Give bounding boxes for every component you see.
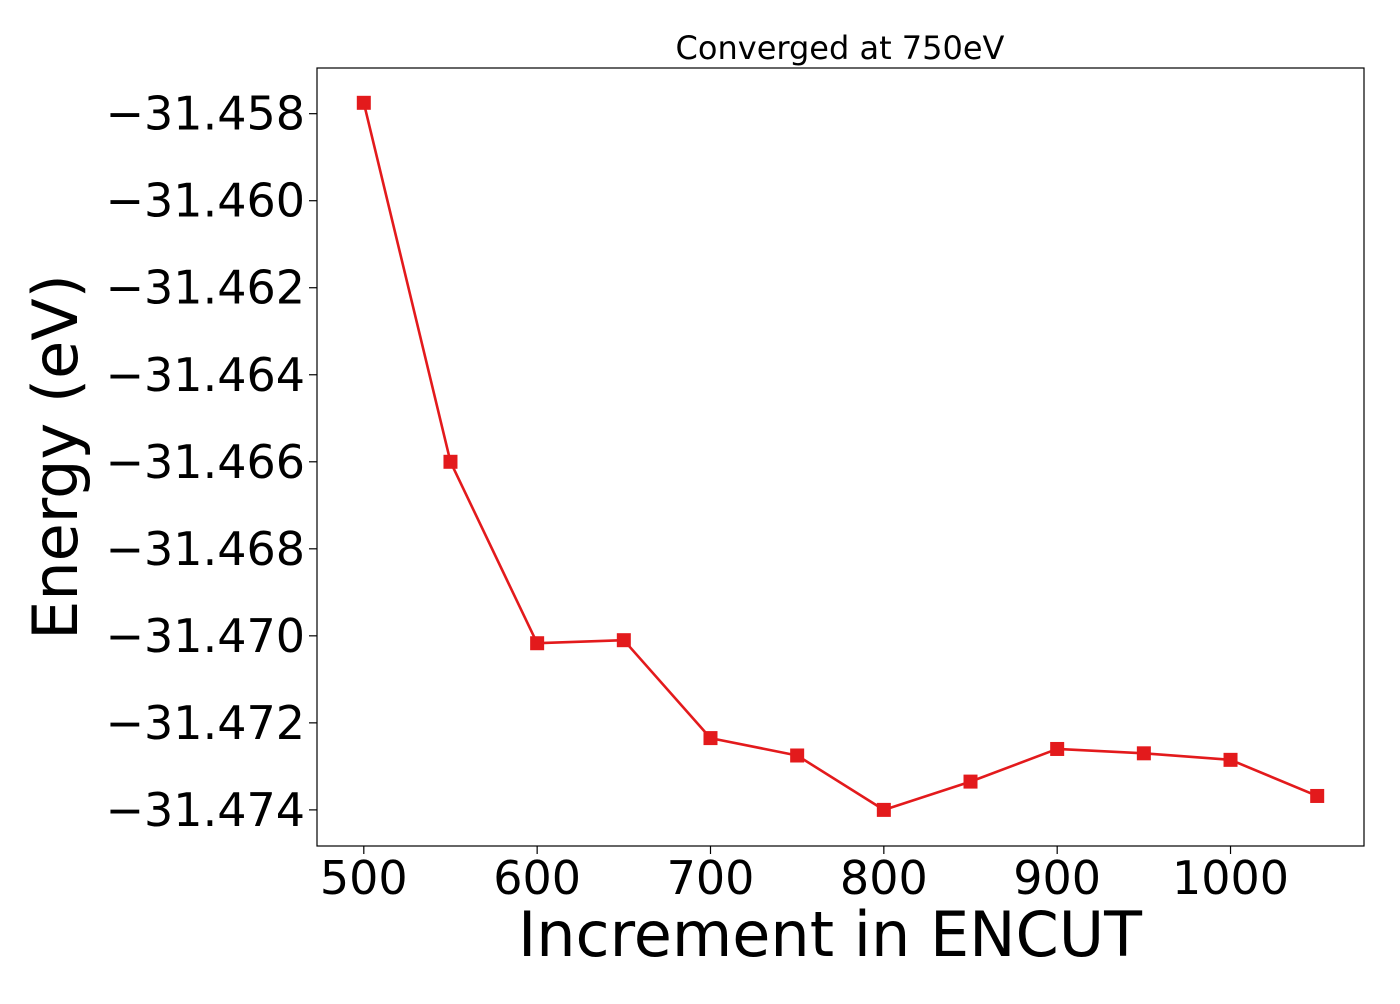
data-point-marker <box>963 774 978 789</box>
data-point-marker <box>443 454 458 469</box>
plot-background <box>317 68 1364 846</box>
y-tick-label: −31.470 <box>106 609 306 663</box>
y-tick-label: −31.460 <box>106 174 306 228</box>
x-tick-label: 800 <box>840 851 928 905</box>
y-tick-label: −31.468 <box>106 522 306 576</box>
data-point-marker <box>1310 788 1325 803</box>
y-axis-label: Energy (eV) <box>19 274 92 640</box>
y-tick-label: −31.466 <box>106 435 306 489</box>
data-point-marker <box>876 802 891 817</box>
data-point-marker <box>1223 752 1238 767</box>
x-tick-label: 600 <box>493 851 581 905</box>
data-point-marker <box>1050 741 1065 756</box>
data-point-marker <box>356 95 371 110</box>
data-point-marker <box>530 636 545 651</box>
plot-frame <box>316 67 1365 847</box>
x-tick-label: 500 <box>320 851 408 905</box>
chart-title: Converged at 750eV <box>676 29 1005 67</box>
x-tick-label: 1000 <box>1172 851 1289 905</box>
data-point-marker <box>616 633 631 648</box>
series-line <box>362 102 1318 812</box>
y-tick-label: −31.472 <box>106 696 306 750</box>
y-tick-label: −31.464 <box>106 348 306 402</box>
y-tick-label: −31.462 <box>106 261 306 315</box>
data-point-marker <box>703 731 718 746</box>
x-axis-label: Increment in ENCUT <box>518 898 1143 971</box>
data-point-marker <box>1136 746 1151 761</box>
y-tick-label: −31.458 <box>106 87 306 141</box>
data-point-marker <box>790 748 805 763</box>
ticks-layer: 500 600 700 800 900 1000 −31.458 −31.460 −31.462… <box>106 87 1290 905</box>
x-tick-label: 900 <box>1013 851 1101 905</box>
marks-layer <box>356 95 1325 817</box>
x-tick-label: 700 <box>667 851 755 905</box>
y-tick-label: −31.474 <box>106 783 306 837</box>
